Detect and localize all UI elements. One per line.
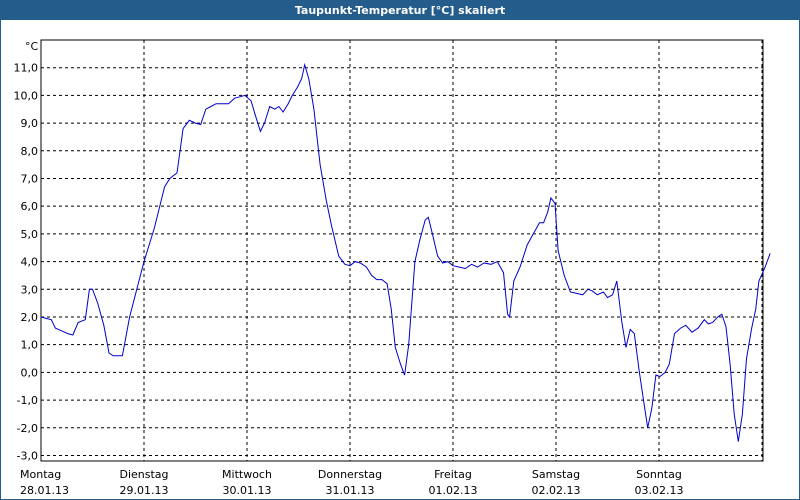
y-tick-label: 1,0: [21, 339, 39, 352]
y-axis-ticks: 11,0 10,0 9,0 8,0 7,0 6,0 5,0 4,0 3,0 2,0 1,0 0,0 -1…: [14, 62, 39, 463]
y-tick-label: -2,0: [17, 422, 38, 435]
chart-title-bar: Taupunkt-Temperatur [°C] skaliert: [0, 0, 800, 20]
y-tick-label: 7,0: [21, 172, 39, 185]
x-tick-day-label: Dienstag: [119, 468, 168, 481]
x-tick-date-label: 30.01.13: [223, 484, 272, 497]
x-tick-date-label: 29.01.13: [120, 484, 169, 497]
x-tick-date-label: 03.02.13: [635, 484, 684, 497]
y-tick-label: -1,0: [17, 394, 38, 407]
y-tick-label: 3,0: [21, 283, 39, 296]
y-tick-label: 11,0: [14, 62, 39, 75]
dewpoint-series-line: [40, 62, 771, 442]
y-tick-label: 2,0: [21, 311, 39, 324]
y-tick-label: 6,0: [21, 200, 39, 213]
y-axis-unit-label: °C: [25, 40, 39, 53]
chart-title: Taupunkt-Temperatur [°C] skaliert: [294, 3, 506, 17]
y-tick-label: 4,0: [21, 256, 39, 269]
x-tick-date-label: 28.01.13: [20, 484, 69, 497]
x-tick-date-label: 31.01.13: [326, 484, 375, 497]
x-axis-ticks: Montag 28.01.13 Dienstag 29.01.13 Mittwoch 30…: [20, 468, 683, 497]
x-tick-day-label: Donnerstag: [318, 468, 382, 481]
grid-lines: [41, 40, 763, 461]
y-tick-label: 0,0: [21, 366, 39, 379]
y-tick-label: -3,0: [17, 449, 38, 462]
x-tick-day-label: Freitag: [434, 468, 472, 481]
y-tick-label: 8,0: [21, 145, 39, 158]
x-tick-day-label: Samstag: [532, 468, 580, 481]
x-tick-date-label: 01.02.13: [429, 484, 478, 497]
x-tick-day-label: Mittwoch: [222, 468, 272, 481]
x-tick-date-label: 02.02.13: [532, 484, 581, 497]
y-tick-label: 10,0: [14, 89, 39, 102]
y-tick-label: 5,0: [21, 228, 39, 241]
y-tick-label: 9,0: [21, 117, 39, 130]
x-tick-day-label: Sonntag: [636, 468, 682, 481]
x-tick-day-label: Montag: [20, 468, 61, 481]
plot-area: [40, 39, 764, 462]
